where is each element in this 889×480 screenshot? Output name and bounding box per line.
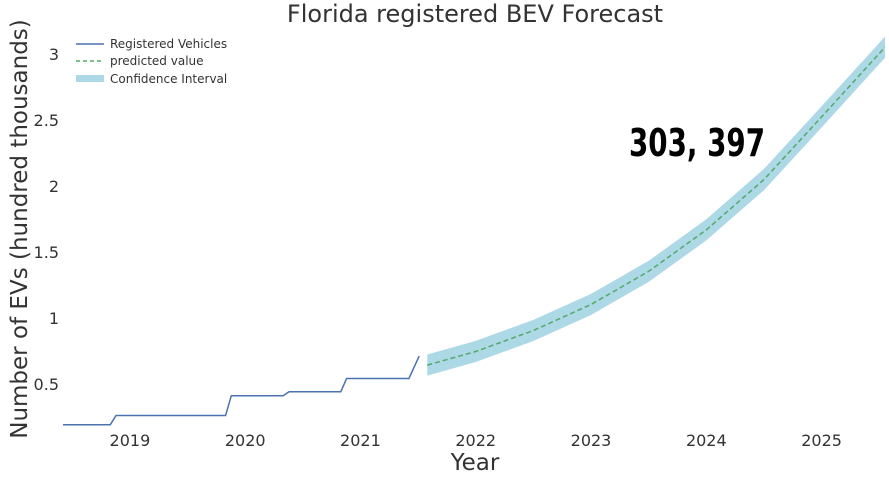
y-tick-label: 1 — [49, 309, 59, 328]
legend-label-predicted-value: predicted value — [110, 54, 204, 68]
x-axis-label: Year — [450, 450, 500, 476]
series-line-layer — [63, 46, 886, 426]
confidence-interval-band — [427, 36, 885, 376]
y-tick-label: 3 — [49, 45, 59, 64]
x-tick-label: 2025 — [801, 431, 842, 450]
y-axis-ticks: 0.5 1 1.5 2 2.5 3 — [34, 45, 59, 394]
annotation-forecast-value: 303, 397 — [629, 121, 765, 165]
legend: Registered Vehicles predicted value Conf… — [76, 37, 227, 86]
predicted-value-line — [427, 46, 886, 366]
confidence-band-layer — [427, 36, 885, 376]
y-tick-label: 2 — [49, 177, 59, 196]
y-tick-label: 1.5 — [34, 243, 59, 262]
legend-label-registered-vehicles: Registered Vehicles — [110, 37, 227, 51]
x-tick-label: 2023 — [571, 431, 612, 450]
registered-vehicles-line — [63, 355, 420, 426]
x-tick-label: 2021 — [340, 431, 381, 450]
y-tick-label: 0.5 — [34, 375, 59, 394]
y-tick-label: 2.5 — [34, 111, 59, 130]
x-axis-ticks: 2019 2020 2021 2022 2023 2024 2025 — [110, 431, 842, 450]
chart-title: Florida registered BEV Forecast — [287, 0, 663, 28]
x-tick-label: 2022 — [455, 431, 496, 450]
x-tick-label: 2024 — [686, 431, 727, 450]
legend-swatch-confidence-interval — [76, 75, 104, 82]
y-axis-label: Number of EVs (hundred thousands) — [7, 19, 33, 439]
x-tick-label: 2019 — [110, 431, 151, 450]
x-tick-label: 2020 — [225, 431, 266, 450]
legend-label-confidence-interval: Confidence Interval — [110, 72, 227, 86]
